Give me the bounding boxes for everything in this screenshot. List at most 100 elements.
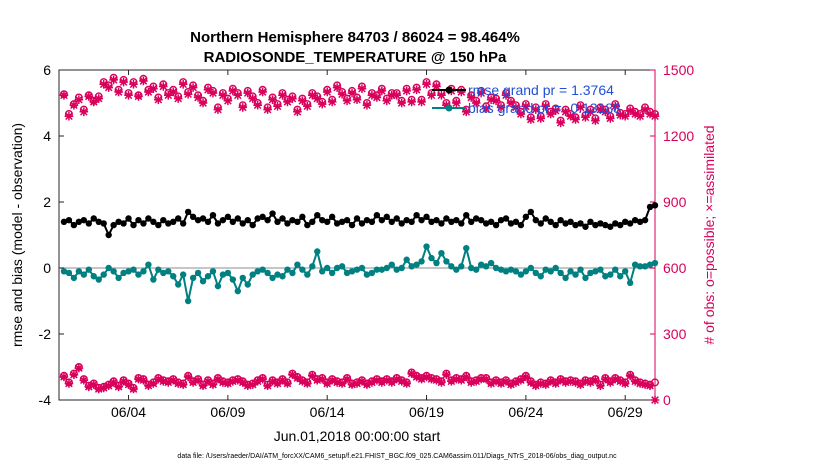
rmse-point bbox=[651, 202, 659, 209]
obs_assimilated-point bbox=[457, 87, 466, 97]
rmse-point bbox=[413, 212, 420, 219]
obs_assimilated-point bbox=[168, 87, 178, 97]
obs_assimilated-point bbox=[308, 91, 317, 100]
rmse-point bbox=[646, 203, 654, 211]
obs_assimilated_bottom-point bbox=[303, 379, 312, 388]
rmse-point bbox=[170, 218, 177, 225]
obs_assimilated-point bbox=[332, 83, 342, 92]
rmse-point bbox=[487, 218, 495, 225]
rmse-point bbox=[294, 218, 301, 225]
bias-point bbox=[189, 274, 197, 282]
obs_assimilated_bottom-point bbox=[382, 375, 392, 385]
rmse-point bbox=[547, 218, 554, 225]
rmse-point bbox=[582, 223, 589, 230]
rmse-point bbox=[368, 218, 376, 225]
obs_assimilated-point bbox=[64, 111, 74, 121]
obs_assimilated-point bbox=[521, 102, 531, 111]
rmse-point bbox=[224, 213, 232, 221]
obs_assimilated-point bbox=[248, 94, 257, 103]
bias-point bbox=[393, 266, 400, 273]
obs_assimilated-point bbox=[337, 89, 347, 99]
obs_assimilated-point bbox=[104, 83, 113, 92]
bias-point bbox=[497, 266, 505, 273]
obs_assimilated-point bbox=[407, 97, 416, 107]
rmse-point bbox=[641, 216, 649, 224]
rmse-point bbox=[175, 215, 182, 222]
rmse-point bbox=[532, 216, 539, 224]
x-tick-label: 06/24 bbox=[508, 404, 543, 420]
rmse-point bbox=[264, 216, 271, 224]
obs_assimilated_bottom-point bbox=[412, 372, 421, 382]
rmse-point bbox=[393, 215, 400, 222]
obs_assimilated-point bbox=[278, 91, 287, 100]
right-y-tick-label: 0 bbox=[663, 392, 671, 408]
right-y-tick-label: 300 bbox=[663, 326, 687, 342]
rmse-point bbox=[403, 216, 410, 224]
rmse-point bbox=[274, 218, 281, 225]
rmse-point bbox=[184, 208, 192, 216]
obs_assimilated_bottom-point bbox=[243, 381, 253, 390]
rmse-point bbox=[497, 216, 505, 224]
obs_assimilated_bottom-point bbox=[571, 378, 580, 387]
bias-point bbox=[75, 268, 83, 275]
rmse-point bbox=[433, 216, 440, 224]
obs_assimilated-point bbox=[506, 98, 516, 108]
obs_assimilated_bottom-point bbox=[496, 379, 506, 388]
obs_assimilated-point bbox=[258, 87, 267, 97]
bias-point bbox=[631, 261, 639, 268]
obs_assimilated_bottom-point bbox=[516, 375, 526, 385]
obs_assimilated-point bbox=[312, 94, 322, 103]
bias-point bbox=[115, 274, 122, 282]
obs_assimilated_bottom-point bbox=[601, 374, 610, 384]
obs_assimilated_bottom-point bbox=[347, 380, 357, 389]
obs_assimilated-point bbox=[203, 85, 213, 95]
rmse-point bbox=[512, 218, 520, 225]
rmse-point bbox=[343, 216, 351, 224]
obs_assimilated_bottom-point bbox=[109, 378, 118, 387]
rmse-point bbox=[562, 220, 569, 227]
obs_assimilated_bottom-point bbox=[59, 372, 69, 382]
obs_assimilated_bottom-point bbox=[119, 377, 128, 386]
bias-point bbox=[468, 264, 475, 272]
obs_assimilated_bottom-point bbox=[481, 374, 491, 384]
obs_assimilated_bottom-point bbox=[526, 378, 536, 387]
obs_assimilated_bottom-point bbox=[144, 381, 153, 390]
rmse-point bbox=[324, 218, 331, 225]
obs_assimilated_bottom-point bbox=[452, 374, 461, 384]
left-y-tick-label: -2 bbox=[39, 326, 52, 342]
obs_assimilated-point bbox=[437, 91, 446, 100]
obs_assimilated-point bbox=[367, 91, 377, 100]
rmse-point bbox=[408, 218, 415, 225]
bias-point bbox=[617, 273, 624, 280]
obs_assimilated_bottom-point bbox=[486, 379, 496, 388]
bias-point bbox=[552, 264, 559, 272]
rmse-point bbox=[602, 221, 609, 229]
rmse-point bbox=[80, 216, 88, 224]
bias-point bbox=[557, 269, 564, 277]
obs_assimilated_bottom-point bbox=[387, 378, 397, 387]
rmse-point bbox=[527, 208, 535, 216]
obs_assimilated-point bbox=[99, 80, 108, 89]
obs_assimilated_bottom-point bbox=[556, 375, 565, 385]
obs_assimilated_bottom-point bbox=[64, 379, 74, 388]
bias-point bbox=[428, 254, 435, 262]
legend-bias-label: bias grand pr = -0.13188 bbox=[468, 100, 621, 116]
obs_assimilated-point bbox=[516, 109, 526, 119]
bias-point bbox=[373, 266, 381, 273]
bias-point bbox=[135, 271, 142, 278]
obs_assimilated_bottom-point bbox=[129, 384, 138, 394]
obs_assimilated_bottom-point bbox=[278, 375, 287, 385]
obs_assimilated_bottom-point bbox=[461, 372, 471, 382]
obs_assimilated-point bbox=[640, 105, 650, 114]
obs_assimilated-point bbox=[243, 88, 253, 98]
bias-point bbox=[209, 268, 217, 275]
obs_assimilated_bottom-point bbox=[541, 380, 551, 389]
rmse-point bbox=[383, 213, 390, 221]
obs_assimilated-point bbox=[635, 111, 645, 121]
bias-point bbox=[328, 269, 336, 277]
obs_assimilated_bottom-point bbox=[501, 377, 511, 386]
obs_assimilated_bottom-point bbox=[645, 381, 655, 390]
obs_assimilated-point bbox=[610, 102, 620, 111]
bias-point bbox=[348, 268, 356, 275]
bias-point bbox=[413, 261, 420, 268]
